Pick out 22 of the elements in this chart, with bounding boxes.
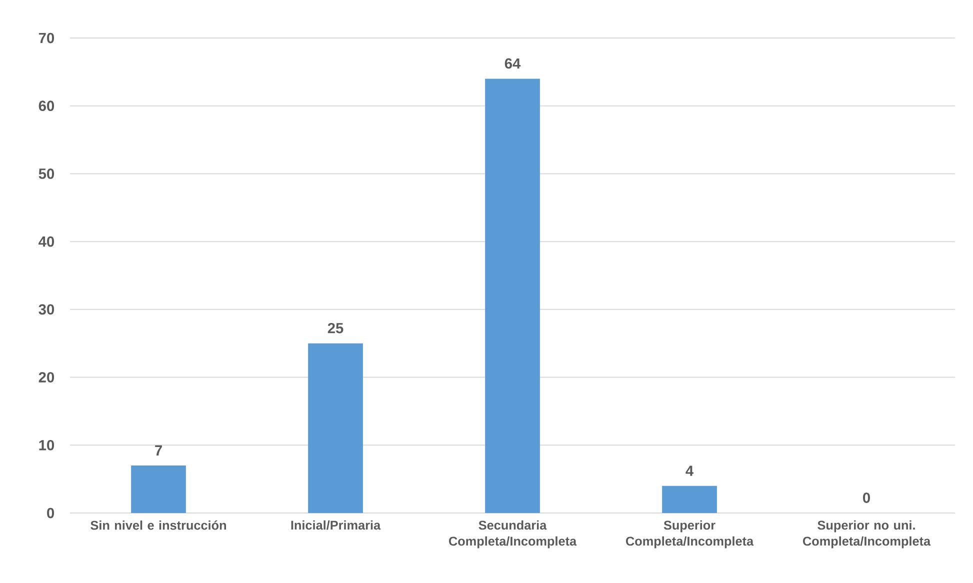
data-label: 7 xyxy=(155,445,162,456)
x-tick-label: Superior Completa/Incompleta xyxy=(626,520,754,548)
bar xyxy=(131,466,186,513)
data-label: 64 xyxy=(504,58,521,69)
y-tick-label: 70 xyxy=(38,32,54,44)
y-tick-label: 60 xyxy=(38,100,54,112)
x-tick-label: Inicial/Primaria xyxy=(291,520,381,530)
bar xyxy=(308,343,363,513)
y-tick-label: 10 xyxy=(39,440,54,450)
y-tick-label: 50 xyxy=(38,168,54,179)
y-tick-label: 30 xyxy=(38,304,54,315)
data-label: 25 xyxy=(328,322,344,334)
x-tick-label: Sin nivel e instrucción xyxy=(90,520,226,530)
y-tick-label: 0 xyxy=(47,508,54,518)
data-label: 0 xyxy=(863,492,870,503)
x-tick-label: Secundaria Completa/Incompleta xyxy=(448,520,577,548)
bar xyxy=(485,78,540,513)
x-tick-label: Superior no uni. Completa/Incompleta xyxy=(802,520,931,548)
y-tick-label: 40 xyxy=(38,236,54,247)
y-tick-label: 20 xyxy=(38,372,54,382)
data-label: 4 xyxy=(686,466,694,476)
bar xyxy=(662,486,717,513)
